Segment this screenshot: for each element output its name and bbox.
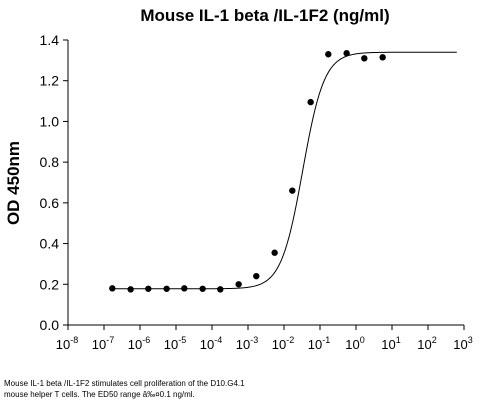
- data-point: [181, 285, 188, 292]
- x-tick-label: 10-7: [92, 335, 114, 352]
- x-tick-label: 100: [345, 335, 364, 352]
- x-tick-base: 10: [56, 337, 70, 352]
- x-tick-label: 10-3: [236, 335, 258, 352]
- x-tick-base: 10: [92, 337, 106, 352]
- y-tick-label: 1.2: [40, 73, 60, 89]
- x-tick-exponent: -1: [322, 335, 330, 345]
- x-tick-exponent: -2: [286, 335, 294, 345]
- data-point: [145, 285, 152, 292]
- data-point: [271, 249, 278, 256]
- data-point: [361, 55, 368, 62]
- chart-title: Mouse IL-1 beta /IL-1F2 (ng/ml): [140, 6, 389, 25]
- x-tick-label: 10-2: [272, 335, 294, 352]
- x-tick-label: 10-6: [128, 335, 150, 352]
- fit-curve: [112, 51, 457, 290]
- caption-line-2: mouse helper T cells. The ED50 range â‰¤…: [4, 390, 195, 399]
- x-tick-exponent: -5: [178, 335, 186, 345]
- x-tick-exponent: -8: [70, 335, 78, 345]
- y-axis-label: OD 450nm: [4, 141, 23, 225]
- x-tick-exponent: -3: [250, 335, 258, 345]
- axes: [67, 40, 464, 326]
- y-tick-label: 0.0: [40, 317, 60, 333]
- y-tick-label: 1.0: [40, 113, 60, 129]
- y-tick-label: 1.4: [40, 32, 60, 48]
- data-point: [235, 281, 242, 288]
- x-ticks: 10-8 10-7 10-6 10-5 10-4 10-3 10-2 10-1 100 101 10…: [56, 325, 473, 352]
- x-tick-exponent: -4: [214, 335, 222, 345]
- x-tick-label: 101: [381, 335, 400, 352]
- x-tick-base: 10: [128, 337, 142, 352]
- x-tick-exponent: -7: [106, 335, 114, 345]
- x-tick-base: 10: [381, 337, 395, 352]
- data-point: [217, 286, 224, 293]
- data-point: [163, 285, 170, 292]
- data-point: [343, 50, 350, 57]
- x-tick-label: 10-5: [164, 335, 186, 352]
- x-tick-label: 10-4: [200, 335, 222, 352]
- caption-line-1: Mouse IL-1 beta /IL-1F2 stimulates cell …: [4, 379, 245, 388]
- y-ticks: 0.0 0.2 0.4 0.6 0.8 1.0 1.2 1.4: [40, 32, 68, 333]
- y-tick-label: 0.4: [40, 236, 60, 252]
- data-point: [307, 98, 314, 106]
- x-tick-exponent: 2: [432, 335, 437, 345]
- data-point: [379, 54, 386, 61]
- data-points: [109, 50, 386, 293]
- x-tick-exponent: 3: [468, 335, 473, 345]
- y-tick-label: 0.6: [40, 195, 60, 211]
- data-point: [289, 187, 296, 194]
- x-tick-exponent: 1: [396, 335, 401, 345]
- x-tick-base: 10: [200, 337, 214, 352]
- x-tick-base: 10: [308, 337, 322, 352]
- x-tick-base: 10: [236, 337, 250, 352]
- y-tick-label: 0.8: [40, 154, 60, 170]
- x-tick-label: 10-8: [56, 335, 78, 352]
- x-tick-base: 10: [345, 337, 359, 352]
- x-tick-base: 10: [164, 337, 178, 352]
- x-tick-exponent: -6: [142, 335, 150, 345]
- x-tick-label: 103: [453, 335, 472, 352]
- x-tick-base: 10: [453, 337, 467, 352]
- caption: Mouse IL-1 beta /IL-1F2 stimulates cell …: [4, 378, 444, 400]
- x-tick-base: 10: [272, 337, 286, 352]
- x-tick-label: 102: [417, 335, 436, 352]
- data-point: [109, 285, 116, 292]
- x-tick-base: 10: [417, 337, 431, 352]
- x-tick-exponent: 0: [360, 335, 365, 345]
- data-point: [253, 272, 260, 280]
- data-point: [199, 285, 206, 292]
- data-point: [127, 286, 134, 293]
- data-point: [325, 51, 332, 58]
- y-tick-label: 0.2: [40, 276, 60, 292]
- x-tick-label: 10-1: [308, 335, 330, 352]
